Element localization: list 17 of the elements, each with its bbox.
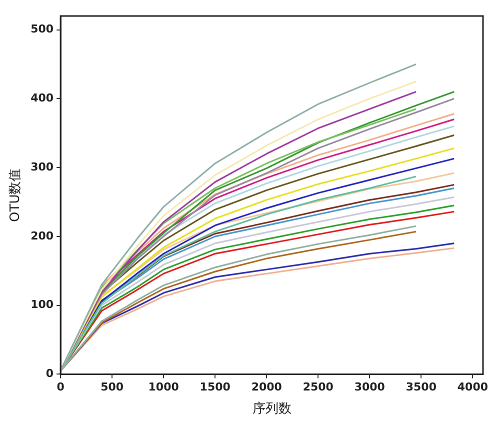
y-tick-label: 0 [46,367,54,380]
y-tick-label: 200 [30,229,54,242]
x-tick-label: 0 [56,380,65,394]
y-tick-label: 400 [30,92,54,105]
x-tick-label: 2500 [302,380,334,394]
y-tick-label: 300 [30,160,54,174]
x-tick-label: 500 [100,380,124,394]
x-tick-label: 4000 [457,380,488,394]
y-tick-label: 100 [30,298,54,312]
y-tick-label: 500 [30,22,54,36]
x-axis-title: 序列数 [252,400,292,417]
x-tick-label: 2000 [251,380,282,394]
y-axis-title: OTU数值 [8,168,24,222]
x-tick-label: 1500 [200,380,231,394]
x-tick-label: 1000 [148,380,180,394]
x-tick-label: 3000 [354,380,386,394]
x-tick-label: 3500 [406,380,437,394]
